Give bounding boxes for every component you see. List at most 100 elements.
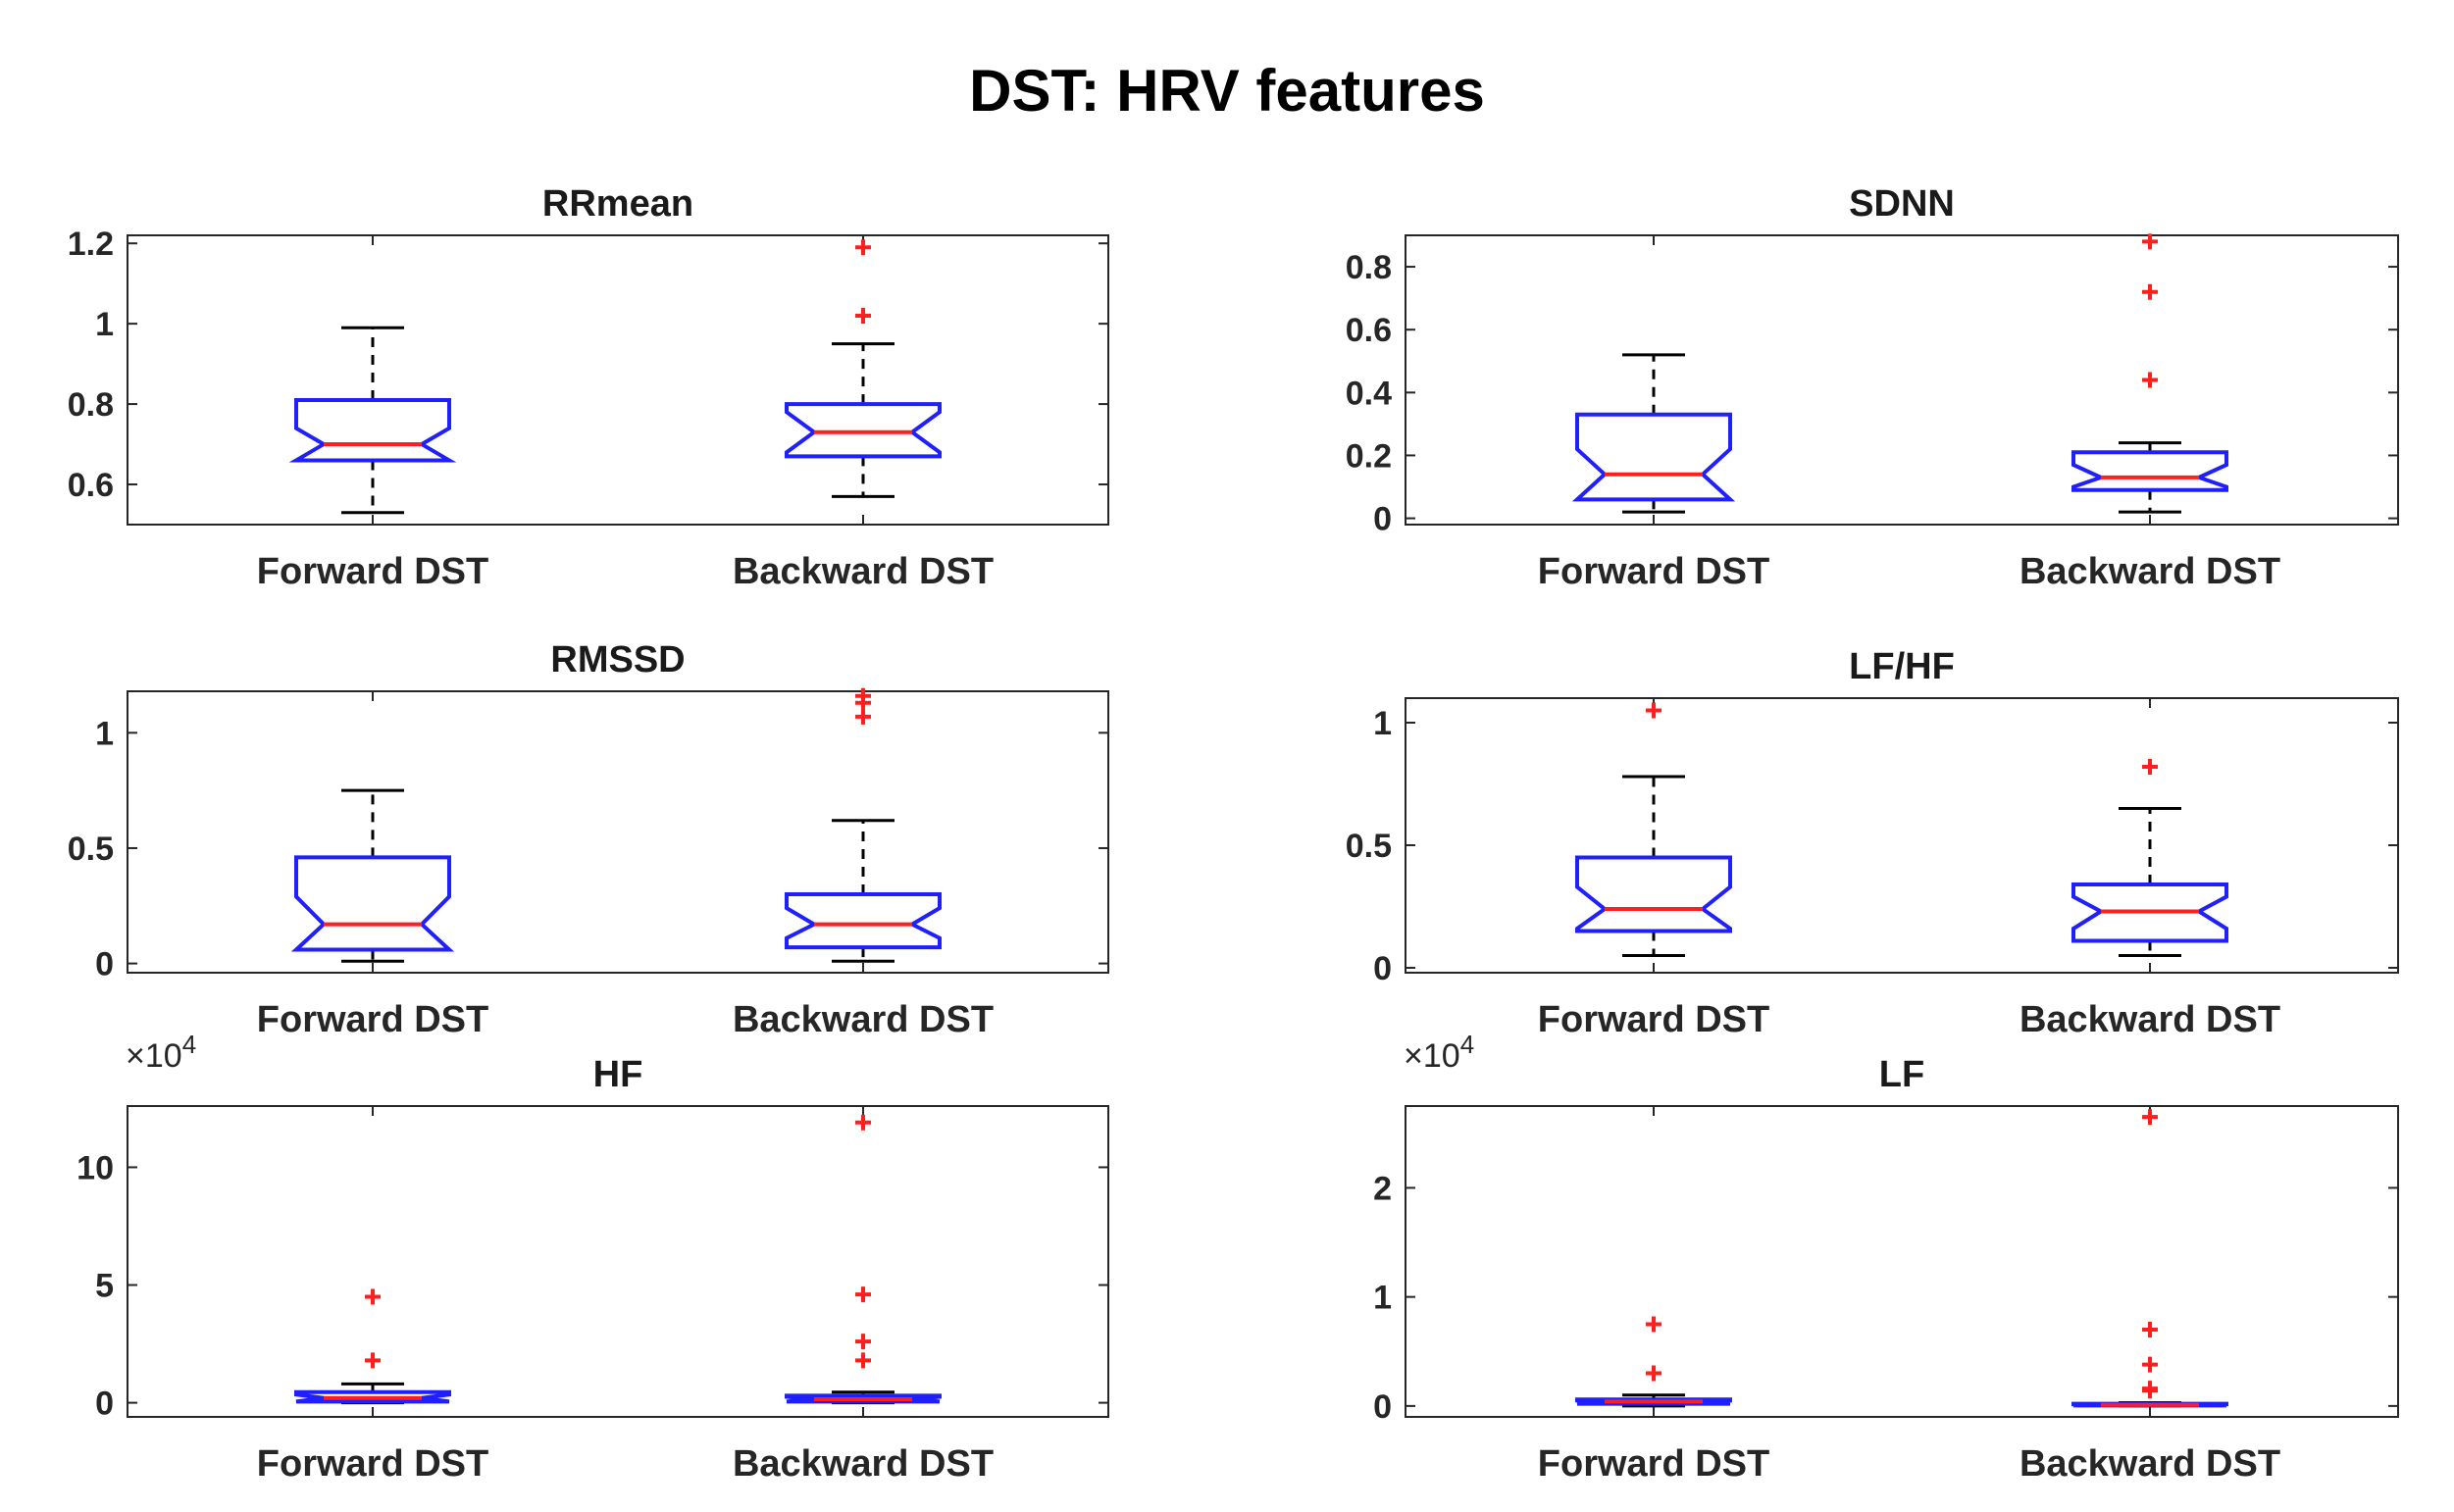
y-tick-label: 2 xyxy=(1373,1170,1392,1207)
panel-rmssd: RMSSD 0 0.5 1 Forward DST Backward DST xyxy=(68,639,1109,1040)
y-multiplier-label: ×104 xyxy=(126,1030,196,1075)
outlier-point xyxy=(1646,1365,1662,1382)
x-tick-label: Forward DST xyxy=(1538,999,1769,1040)
box-backward-dst xyxy=(785,239,942,498)
outlier-point xyxy=(2142,1381,2158,1397)
y-tick-label: 0.4 xyxy=(1346,375,1392,412)
outlier-point xyxy=(855,1352,871,1369)
panel-title: LF/HF xyxy=(1849,646,1955,687)
notched-box xyxy=(294,1389,451,1404)
notched-box xyxy=(2071,1401,2228,1408)
y-tick-label: 0.8 xyxy=(1346,249,1392,286)
box-forward-dst xyxy=(1575,1316,1732,1408)
notched-box xyxy=(2071,450,2228,492)
y-tick-label: 1 xyxy=(1373,705,1392,742)
outlier-point xyxy=(1646,702,1662,719)
notched-box xyxy=(290,855,455,952)
outlier-point xyxy=(365,1288,381,1305)
y-tick-label: 0 xyxy=(1373,501,1392,538)
y-tick-label: 0.8 xyxy=(68,386,114,424)
x-tick-label: Backward DST xyxy=(2019,551,2280,592)
panel-title: RMSSD xyxy=(550,639,685,680)
box-backward-dst xyxy=(2071,1109,2228,1408)
y-tick-label: 1 xyxy=(1373,1280,1392,1317)
axes-frame xyxy=(127,690,1109,974)
axes-frame xyxy=(1405,1105,2399,1418)
panel-lf-hf: LF/HF 0 0.5 1 Forward DST Backward DST xyxy=(1346,646,2399,1040)
panel-title: LF xyxy=(1879,1054,1924,1095)
figure-title: DST: HRV features xyxy=(969,58,1485,124)
outlier-point xyxy=(2142,372,2158,388)
panel-lf: LF 0 1 2 ×104 Forward DST Backward DST xyxy=(1373,1030,2399,1485)
notched-box xyxy=(288,397,457,463)
box-forward-dst xyxy=(288,326,457,515)
notched-box xyxy=(2071,882,2228,943)
panel-title: RRmean xyxy=(542,183,693,225)
outlier-point xyxy=(365,1352,381,1369)
box-forward-dst xyxy=(290,788,455,963)
box-forward-dst xyxy=(1571,353,1736,514)
x-tick-label: Forward DST xyxy=(1538,1443,1769,1485)
y-multiplier-label: ×104 xyxy=(1404,1030,1474,1075)
x-tick-label: Backward DST xyxy=(733,1443,994,1485)
x-tick-label: Backward DST xyxy=(2019,1443,2280,1485)
y-tick-label: 0.5 xyxy=(1346,828,1392,865)
panel-hf: HF 0 5 10 ×104 Forward DST Backward DST xyxy=(77,1030,1109,1485)
box-forward-dst xyxy=(1575,702,1732,957)
axes-frame xyxy=(127,1105,1109,1418)
x-tick-label: Backward DST xyxy=(2019,999,2280,1040)
notched-box xyxy=(785,892,942,950)
axes-frame xyxy=(1405,697,2399,974)
outlier-point xyxy=(2142,1109,2158,1126)
box-backward-dst xyxy=(2071,759,2228,957)
outlier-point xyxy=(855,239,871,256)
outlier-point xyxy=(855,1286,871,1303)
notched-box xyxy=(785,1393,942,1404)
y-tick-label: 0.6 xyxy=(1346,312,1392,349)
axes-frame xyxy=(127,234,1109,526)
y-tick-label: 0 xyxy=(1373,1388,1392,1426)
y-tick-label: 0.6 xyxy=(68,467,114,504)
box-forward-dst xyxy=(294,1288,451,1405)
outlier-point xyxy=(2142,759,2158,775)
outlier-point xyxy=(2142,233,2158,250)
notched-box xyxy=(1575,1397,1732,1406)
y-tick-label: 0.2 xyxy=(1346,437,1392,475)
y-tick-label: 1 xyxy=(95,306,114,343)
x-tick-label: Backward DST xyxy=(733,999,994,1040)
notched-box xyxy=(785,402,942,459)
outlier-point xyxy=(2142,283,2158,300)
panel-sdnn: SDNN 0 0.2 0.4 0.6 0.8 Forward DST Backward DST xyxy=(1346,183,2399,592)
y-tick-label: 10 xyxy=(77,1149,114,1186)
x-tick-label: Forward DST xyxy=(257,1443,488,1485)
outlier-point xyxy=(855,307,871,324)
outlier-point xyxy=(855,1334,871,1350)
panel-rrmean: RRmean 0.6 0.8 1 1.2 Forward DST Backward DST xyxy=(68,183,1109,592)
y-tick-label: 1.2 xyxy=(68,226,114,263)
y-tick-label: 0 xyxy=(95,946,114,983)
x-tick-label: Forward DST xyxy=(257,551,488,592)
x-tick-label: Forward DST xyxy=(257,999,488,1040)
box-backward-dst xyxy=(785,687,942,963)
outlier-point xyxy=(1646,1316,1662,1333)
notched-box xyxy=(1575,855,1732,933)
outlier-point xyxy=(855,1114,871,1131)
notched-box xyxy=(1571,412,1736,502)
outlier-point xyxy=(855,687,871,704)
outlier-point xyxy=(855,708,871,725)
box-backward-dst xyxy=(785,1114,942,1405)
outlier-point xyxy=(2142,1356,2158,1373)
y-tick-label: 0 xyxy=(95,1386,114,1423)
y-tick-label: 1 xyxy=(95,715,114,752)
panel-title: SDNN xyxy=(1849,183,1955,225)
y-tick-label: 0.5 xyxy=(68,831,114,868)
x-tick-label: Forward DST xyxy=(1538,551,1769,592)
box-backward-dst xyxy=(2071,233,2228,514)
outlier-point xyxy=(2142,1322,2158,1338)
y-tick-label: 0 xyxy=(1373,950,1392,987)
x-tick-label: Backward DST xyxy=(733,551,994,592)
y-tick-label: 5 xyxy=(95,1268,114,1305)
panel-title: HF xyxy=(593,1054,643,1095)
axes-frame xyxy=(1405,234,2399,526)
